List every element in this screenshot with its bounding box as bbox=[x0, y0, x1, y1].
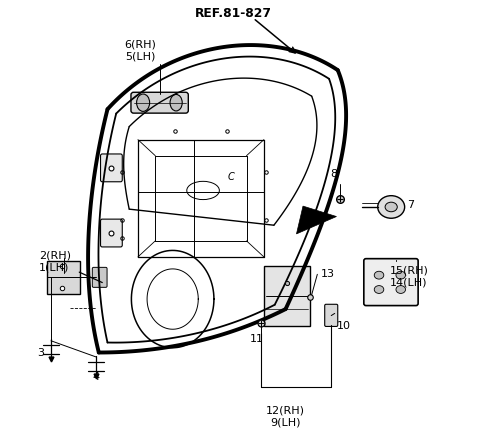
FancyBboxPatch shape bbox=[92, 268, 107, 287]
Text: 11: 11 bbox=[250, 334, 264, 344]
Ellipse shape bbox=[396, 271, 406, 279]
Ellipse shape bbox=[396, 286, 406, 293]
Bar bbox=[264, 267, 310, 326]
FancyBboxPatch shape bbox=[100, 154, 122, 182]
Ellipse shape bbox=[374, 286, 384, 293]
Ellipse shape bbox=[170, 95, 182, 111]
Text: REF.81-827: REF.81-827 bbox=[195, 7, 272, 20]
Text: 6(RH)
5(LH): 6(RH) 5(LH) bbox=[124, 40, 156, 62]
FancyBboxPatch shape bbox=[364, 259, 418, 306]
Ellipse shape bbox=[385, 202, 397, 212]
Polygon shape bbox=[297, 206, 336, 234]
FancyBboxPatch shape bbox=[324, 304, 338, 326]
Text: 2(RH)
1(LH): 2(RH) 1(LH) bbox=[39, 250, 72, 272]
Text: 8: 8 bbox=[330, 169, 337, 179]
Text: 15(RH)
14(LH): 15(RH) 14(LH) bbox=[390, 266, 429, 287]
Text: 7: 7 bbox=[407, 200, 414, 210]
Ellipse shape bbox=[137, 94, 150, 111]
Text: 10: 10 bbox=[336, 321, 350, 331]
FancyBboxPatch shape bbox=[131, 92, 188, 113]
Text: 3: 3 bbox=[37, 348, 45, 358]
Ellipse shape bbox=[374, 271, 384, 279]
Text: 13: 13 bbox=[320, 269, 335, 279]
Text: C: C bbox=[228, 172, 235, 182]
Ellipse shape bbox=[378, 196, 405, 218]
Bar bbox=[47, 261, 80, 294]
FancyBboxPatch shape bbox=[100, 219, 122, 247]
Text: 4: 4 bbox=[92, 372, 99, 382]
Text: 12(RH)
9(LH): 12(RH) 9(LH) bbox=[266, 406, 305, 428]
